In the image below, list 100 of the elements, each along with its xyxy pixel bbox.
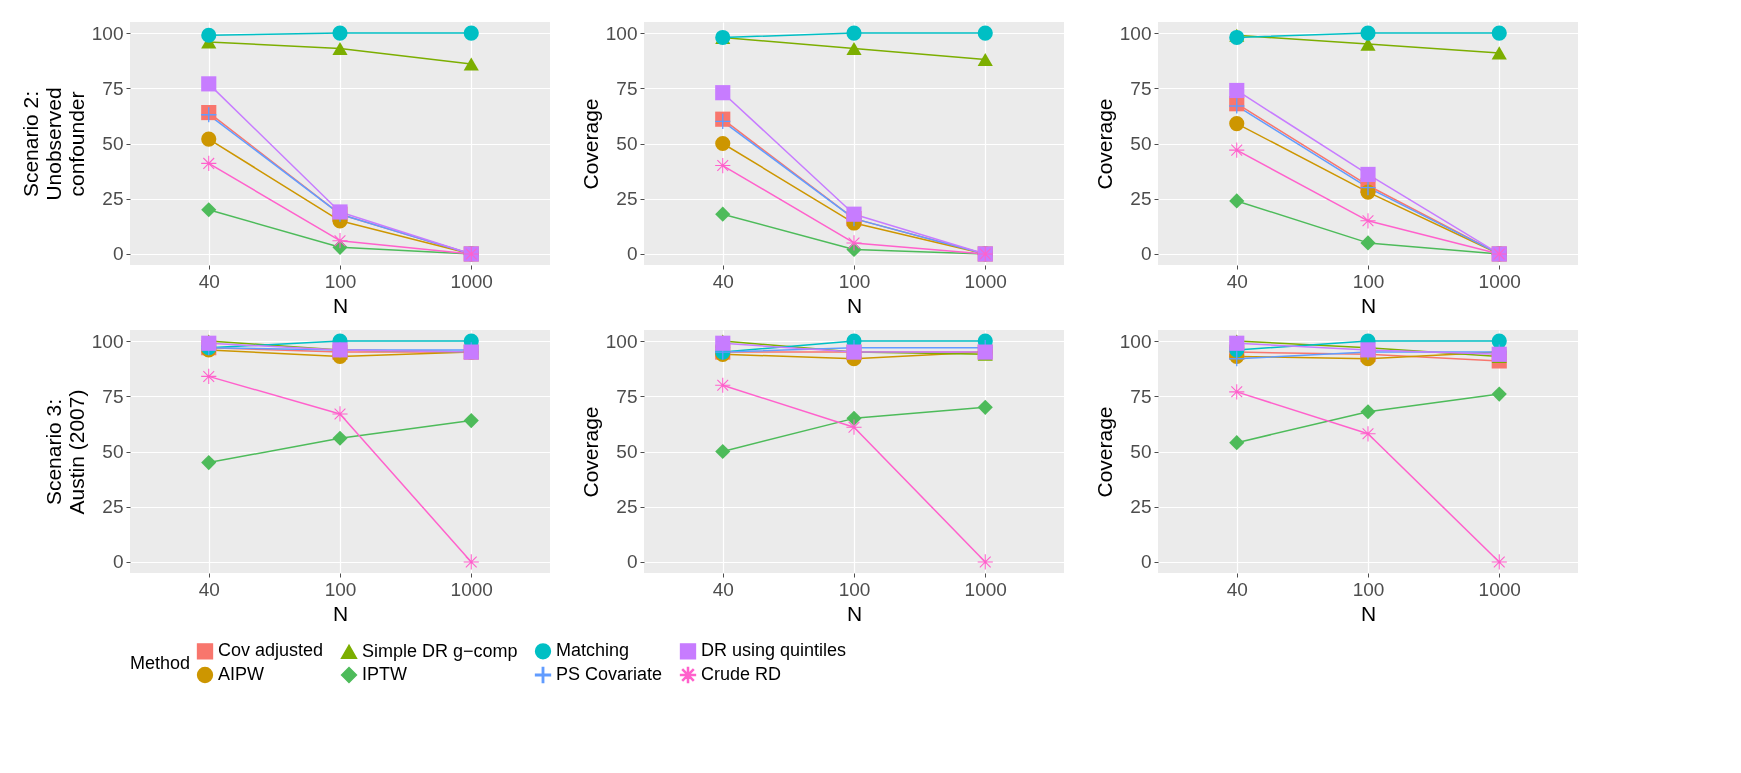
point [463,412,479,429]
x-axis-title: N [846,601,863,625]
x-tick-label: 40 [712,270,734,292]
x-axis-title: N [1360,293,1377,317]
y-tick-label: 75 [616,77,638,99]
x-axis-title: N [1360,601,1377,625]
point [463,57,479,71]
y-tick-label: 75 [102,77,124,99]
point [201,131,217,147]
point [1229,29,1245,46]
point [1491,25,1507,41]
y-tick-label: 100 [91,22,124,44]
x-tick-label: 1000 [964,578,1007,600]
point [977,52,993,67]
legend-label: Matching [556,640,630,661]
point [332,406,348,422]
point [715,85,731,101]
point [332,25,348,41]
legend-label: IPTW [362,664,407,684]
x-tick-label: 40 [198,578,220,600]
x-tick-label: 40 [712,578,734,600]
point [1360,166,1376,183]
y-tick-label: 50 [102,441,124,462]
point [332,233,348,249]
y-tick-label: 0 [626,551,638,573]
y-axis-title: Coverage [578,406,602,498]
y-tick-label: 50 [616,441,638,462]
y-tick-label: 25 [616,496,638,518]
point [332,430,348,446]
y-axis-title: Coverage [578,98,602,190]
point [201,27,217,43]
y-tick-label: 25 [616,188,638,210]
x-tick-label: 100 [838,270,871,292]
y-tick-label: 25 [1130,188,1152,210]
x-tick-label: 1000 [450,578,493,600]
x-tick-label: 1000 [450,270,493,292]
x-tick-label: 1000 [1478,578,1521,600]
point [463,25,479,41]
y-tick-label: 0 [626,243,638,265]
legend-label: AIPW [218,664,265,684]
point [201,202,217,218]
point [846,41,862,56]
y-tick-label: 50 [1130,441,1152,462]
x-tick-label: 40 [1226,578,1248,600]
y-tick-label: 0 [1140,243,1152,265]
point [715,443,731,460]
point [1229,82,1245,99]
point [1360,25,1376,41]
point [1491,46,1507,60]
point [1491,333,1507,349]
x-tick-label: 100 [1352,578,1385,600]
y-axis-title: Scenario 3: Austin (2007) [41,389,88,515]
point [1360,213,1376,229]
point [332,41,348,56]
point [1491,386,1507,402]
point [1360,235,1376,251]
point [846,419,862,435]
y-axis-title: Coverage [1092,406,1116,498]
y-tick-label: 75 [1130,385,1152,407]
y-tick-label: 75 [1130,77,1152,99]
x-tick-label: 40 [198,270,220,292]
legend-label: Simple DR g−comp [362,640,518,661]
y-tick-label: 25 [102,188,124,210]
y-tick-label: 100 [1119,22,1152,44]
x-tick-label: 1000 [1478,270,1521,292]
point [977,399,993,415]
y-axis-title: Scenario 2: Unobserved confounder [18,87,88,201]
x-tick-label: 100 [324,578,357,600]
y-tick-label: 25 [102,496,124,518]
legend-title: Method [130,653,191,673]
x-tick-label: 100 [1352,270,1385,292]
y-tick-label: 50 [1130,133,1152,154]
y-axis-title: Coverage [1092,98,1116,190]
legend-label: DR using quintiles [701,640,847,661]
point [846,235,862,251]
point [846,206,862,222]
y-tick-label: 50 [616,133,638,154]
y-tick-label: 0 [1140,551,1152,573]
point [977,25,993,41]
legend-label: Crude RD [701,664,782,684]
x-axis-title: N [332,293,349,317]
point [715,135,731,152]
point [846,25,862,41]
legend-label: Cov adjusted [218,640,324,661]
y-tick-label: 0 [112,243,124,265]
y-tick-label: 0 [112,551,124,573]
point [201,76,217,92]
x-tick-label: 100 [324,270,357,292]
x-axis-title: N [846,293,863,317]
point [715,206,731,222]
y-tick-label: 50 [102,133,124,154]
y-tick-label: 100 [605,330,638,352]
y-tick-label: 25 [1130,496,1152,518]
point [1229,116,1245,132]
y-tick-label: 100 [91,330,124,352]
point [1360,426,1376,442]
legend-label: PS Covariate [556,664,663,684]
point [1229,193,1245,209]
y-tick-label: 75 [102,385,124,407]
point [1229,435,1245,451]
